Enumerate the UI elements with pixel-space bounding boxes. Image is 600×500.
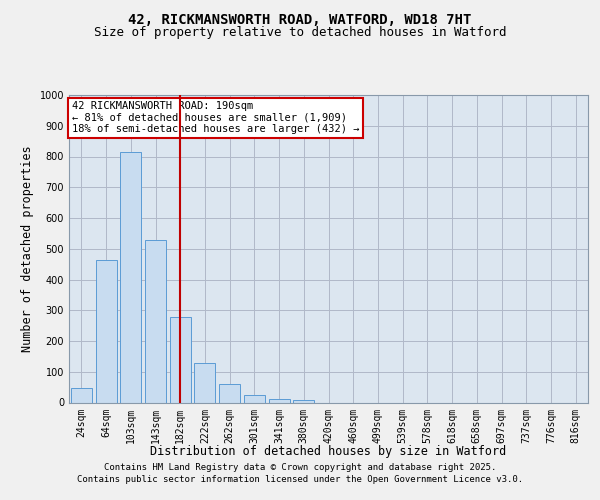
Bar: [244, 395, 265, 402]
Bar: [145, 240, 166, 402]
Y-axis label: Number of detached properties: Number of detached properties: [21, 146, 34, 352]
Text: 42, RICKMANSWORTH ROAD, WATFORD, WD18 7HT: 42, RICKMANSWORTH ROAD, WATFORD, WD18 7H…: [128, 12, 472, 26]
Text: Contains HM Land Registry data © Crown copyright and database right 2025.: Contains HM Land Registry data © Crown c…: [104, 462, 496, 471]
Bar: [71, 388, 92, 402]
Bar: [219, 384, 240, 402]
Text: Size of property relative to detached houses in Watford: Size of property relative to detached ho…: [94, 26, 506, 39]
Bar: [120, 152, 141, 403]
Bar: [194, 364, 215, 403]
Bar: [170, 317, 191, 402]
Text: 42 RICKMANSWORTH ROAD: 190sqm
← 81% of detached houses are smaller (1,909)
18% o: 42 RICKMANSWORTH ROAD: 190sqm ← 81% of d…: [71, 101, 359, 134]
Bar: [269, 400, 290, 402]
X-axis label: Distribution of detached houses by size in Watford: Distribution of detached houses by size …: [151, 446, 506, 458]
Bar: [95, 260, 116, 402]
Bar: [293, 400, 314, 402]
Text: Contains public sector information licensed under the Open Government Licence v3: Contains public sector information licen…: [77, 475, 523, 484]
